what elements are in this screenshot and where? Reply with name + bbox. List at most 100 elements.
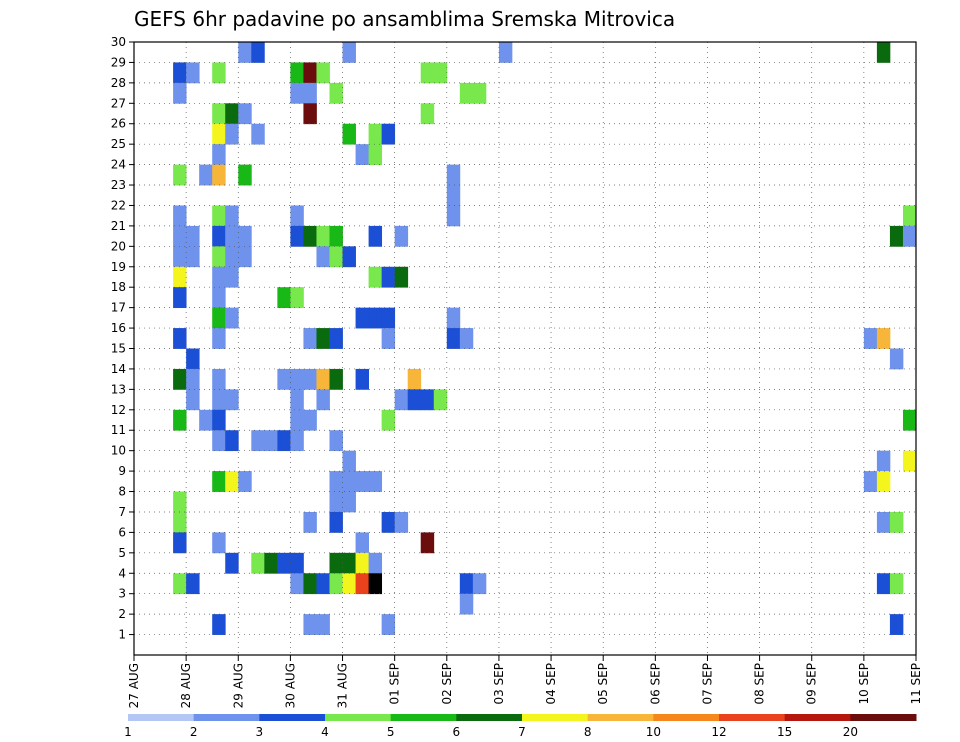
heatmap-cell <box>212 389 226 411</box>
heatmap-cell <box>303 409 317 431</box>
heatmap-cell <box>290 62 304 84</box>
x-tick-label: 02 SEP <box>440 663 454 705</box>
heatmap-cell <box>303 368 317 390</box>
heatmap-cell <box>290 225 304 247</box>
x-tick-label: 04 SEP <box>544 663 558 705</box>
heatmap-cell <box>876 450 891 472</box>
heatmap-cell <box>225 266 239 288</box>
heatmap-cell <box>251 42 265 63</box>
heatmap-cell <box>277 287 291 309</box>
y-tick-label: 30 <box>111 35 126 49</box>
colorbar-label: 12 <box>711 725 726 739</box>
y-tick-label: 20 <box>111 239 126 253</box>
heatmap-cell <box>277 430 291 452</box>
heatmap-cell <box>316 389 330 411</box>
heatmap-cell <box>368 266 383 288</box>
colorbar-swatch <box>259 714 326 721</box>
heatmap-cell <box>498 42 513 63</box>
heatmap-cell <box>173 511 187 533</box>
heatmap-cell <box>889 573 904 595</box>
colorbar-swatch <box>850 714 917 721</box>
heatmap-cell <box>459 573 474 595</box>
y-tick-label: 22 <box>111 198 126 212</box>
heatmap-cell <box>225 430 239 452</box>
heatmap-cell <box>290 573 304 595</box>
chart-title: GEFS 6hr padavine po ansamblima Sremska … <box>134 7 675 31</box>
heatmap-cell <box>225 225 239 247</box>
heatmap-cell <box>368 144 383 165</box>
heatmap-cell <box>303 328 317 349</box>
heatmap-cell <box>433 62 448 84</box>
heatmap-cell <box>381 266 396 288</box>
heatmap-cell <box>394 389 409 411</box>
heatmap-cell <box>212 62 226 84</box>
heatmap-cell <box>303 62 317 84</box>
heatmap-cell <box>446 164 461 186</box>
x-tick-label: 27 AUG <box>127 663 141 708</box>
heatmap-cell <box>446 328 461 349</box>
y-tick-label: 10 <box>111 444 126 458</box>
heatmap-cell <box>355 471 369 492</box>
heatmap-cell <box>173 266 187 288</box>
heatmap-cell <box>394 511 409 533</box>
heatmap-cell <box>290 389 304 411</box>
heatmap-cell <box>212 287 226 309</box>
heatmap-cell <box>342 42 356 63</box>
heatmap-cell <box>199 409 213 431</box>
colorbar-label: 1 <box>124 725 132 739</box>
y-tick-label: 26 <box>111 117 126 131</box>
heatmap-cell <box>277 368 291 390</box>
heatmap-cell <box>173 62 187 84</box>
heatmap-cell <box>316 225 330 247</box>
heatmap-cell <box>863 328 878 349</box>
x-tick-label: 03 SEP <box>492 663 506 705</box>
heatmap-cell <box>446 205 461 227</box>
heatmap-cell <box>355 368 369 390</box>
heatmap-cell <box>459 82 474 104</box>
heatmap-cell <box>290 287 304 309</box>
heatmap-cell <box>876 511 891 533</box>
colorbar-swatch <box>128 714 195 721</box>
heatmap-cell <box>173 287 187 309</box>
heatmap-cell <box>902 450 917 472</box>
y-tick-label: 8 <box>118 485 126 499</box>
heatmap-cell <box>329 552 343 574</box>
heatmap-cell <box>186 348 200 370</box>
colorbar-label: 7 <box>518 725 526 739</box>
heatmap-cell <box>472 82 487 104</box>
y-tick-label: 3 <box>118 587 126 601</box>
heatmap-cell <box>225 307 239 329</box>
heatmap-cell <box>329 82 343 104</box>
heatmap-cell <box>186 368 200 390</box>
heatmap-cell <box>316 614 330 635</box>
heatmap-cell <box>186 573 200 595</box>
heatmap-cell <box>225 389 239 411</box>
heatmap-cell <box>212 614 226 635</box>
heatmap-cell <box>251 123 265 145</box>
y-tick-label: 6 <box>118 525 126 539</box>
y-tick-label: 4 <box>118 566 126 580</box>
heatmap-cell <box>290 82 304 104</box>
heatmap-cell <box>902 409 917 431</box>
heatmap-cell <box>329 573 343 595</box>
heatmap-cell <box>212 532 226 554</box>
heatmap-cell <box>394 266 409 288</box>
heatmap-cell <box>186 246 200 268</box>
heatmap-cell <box>329 328 343 349</box>
heatmap-cell <box>212 225 226 247</box>
y-tick-label: 9 <box>118 464 126 478</box>
y-tick-label: 12 <box>111 403 126 417</box>
heatmap-cell <box>329 246 343 268</box>
heatmap-cell <box>290 552 304 574</box>
heatmap-cell <box>394 225 409 247</box>
colorbar-swatch <box>784 714 851 721</box>
heatmap-cell <box>173 164 187 186</box>
y-tick-label: 14 <box>111 362 126 376</box>
heatmap-cell <box>459 593 474 615</box>
x-tick-label: 28 AUG <box>179 663 193 708</box>
heatmap-cell <box>212 246 226 268</box>
heatmap-cell <box>173 225 187 247</box>
heatmap-cell <box>173 246 187 268</box>
heatmap-cell <box>342 491 356 513</box>
